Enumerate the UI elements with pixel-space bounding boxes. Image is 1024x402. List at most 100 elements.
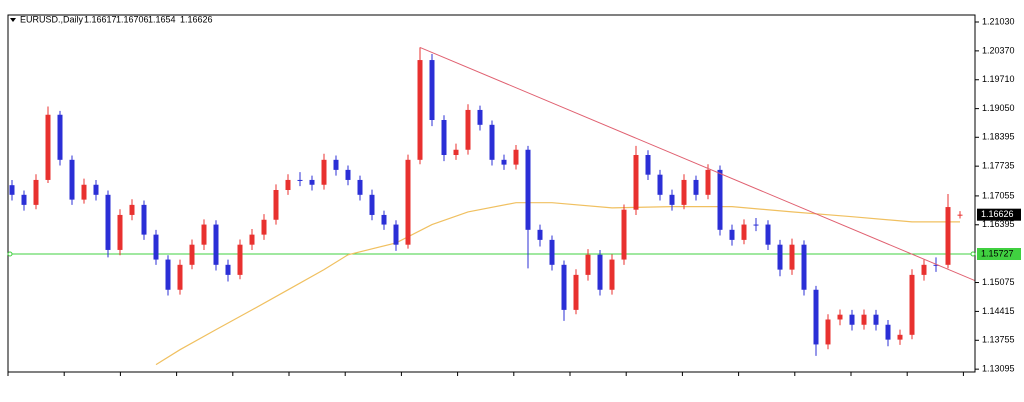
candle-body — [801, 244, 807, 290]
y-tick-label: 1.17735 — [982, 161, 1015, 171]
candle-body — [693, 179, 699, 195]
candle-body — [201, 224, 207, 245]
candle-body — [849, 314, 855, 325]
candle-body — [861, 314, 867, 325]
candle-body — [645, 155, 651, 175]
candle-body — [237, 244, 243, 275]
candle-body — [189, 244, 195, 265]
candle-body — [537, 229, 543, 240]
candle-body — [945, 207, 951, 265]
candle-body — [489, 124, 495, 160]
y-tick-label: 1.13095 — [982, 364, 1015, 374]
candle-body — [597, 254, 603, 290]
candle-body — [789, 244, 795, 270]
candle-body — [669, 194, 675, 205]
candle-body — [777, 244, 783, 270]
candle-body — [333, 159, 339, 170]
candle-body — [609, 259, 615, 290]
candle-body — [417, 60, 423, 160]
candle-body — [813, 289, 819, 345]
header-low: 1.1654 — [148, 14, 176, 24]
candle-body — [909, 274, 915, 335]
current-price-label: 1.16626 — [981, 209, 1014, 219]
candle-body — [837, 314, 843, 320]
y-tick-label: 1.17055 — [982, 190, 1015, 200]
candle-body — [729, 229, 735, 240]
candle-body — [825, 319, 831, 345]
candle-body — [393, 224, 399, 245]
level-handle — [970, 251, 976, 257]
candle-body — [465, 109, 471, 150]
trendline — [419, 46, 975, 282]
candle-body — [549, 239, 555, 265]
level-label-box — [977, 248, 1021, 261]
candle-body — [345, 169, 351, 180]
candle-body — [585, 254, 591, 275]
candle-body — [177, 264, 183, 290]
candle-body — [57, 114, 63, 160]
candle-body — [117, 214, 123, 250]
candle-body — [753, 224, 759, 226]
candle-body — [141, 204, 147, 235]
candle-body — [285, 179, 291, 190]
header-open: 1.16617 — [84, 14, 117, 24]
candle-body — [921, 264, 927, 275]
plot-area — [8, 46, 975, 366]
candle-body — [885, 324, 891, 340]
candle-body — [525, 149, 531, 230]
candle-body — [381, 214, 387, 225]
candle-body — [741, 224, 747, 240]
candle-body — [477, 109, 483, 125]
candle-body — [273, 190, 279, 220]
level-handle — [7, 251, 13, 257]
candle-body — [309, 179, 315, 185]
symbol-title: EURUSD.,Daily — [20, 14, 84, 24]
y-tick-label: 1.21030 — [982, 16, 1015, 26]
candle-body — [33, 179, 39, 205]
candle-body — [933, 264, 939, 266]
y-tick-label: 1.16395 — [982, 219, 1015, 229]
candle-body — [321, 159, 327, 185]
candle-body — [513, 149, 519, 165]
candle-body — [573, 274, 579, 310]
y-tick-label: 1.19050 — [982, 103, 1015, 113]
candle-body — [453, 149, 459, 155]
candle-body — [429, 60, 435, 120]
y-tick-label: 1.19710 — [982, 74, 1015, 84]
candle-body — [621, 209, 627, 260]
header-high: 1.16706 — [116, 14, 149, 24]
level-label: 1.15727 — [981, 248, 1014, 258]
candle-body — [717, 169, 723, 230]
candle-body — [129, 204, 135, 215]
candle-body — [441, 120, 447, 155]
header-close: 1.16626 — [180, 14, 213, 24]
candle-body — [153, 234, 159, 260]
candle-body — [249, 234, 255, 245]
y-tick-label: 1.18395 — [982, 132, 1015, 142]
candle-body — [501, 159, 507, 165]
candle-body — [165, 259, 171, 290]
candle-body — [213, 224, 219, 265]
y-tick-label: 1.13755 — [982, 335, 1015, 345]
candle-body — [765, 224, 771, 245]
candle-body — [69, 159, 75, 200]
candle-body — [93, 184, 99, 195]
candle-body — [357, 179, 363, 195]
candle-body — [897, 334, 903, 340]
y-tick-label: 1.14415 — [982, 306, 1015, 316]
candle-body — [45, 114, 51, 180]
menu-triangle — [10, 18, 16, 22]
candle-body — [297, 179, 303, 181]
candle-body — [21, 194, 27, 205]
candle-body — [561, 264, 567, 310]
plot-border — [7, 14, 976, 373]
moving-average — [155, 202, 960, 366]
candle-body — [405, 159, 411, 245]
candle-body — [261, 219, 267, 235]
price-axis: 1.21030 1.20370 1.19710 1.19050 1.18395 1.177… — [975, 16, 1021, 374]
candle-body — [873, 314, 879, 325]
candle-body — [9, 185, 15, 195]
candle-body — [225, 264, 231, 275]
